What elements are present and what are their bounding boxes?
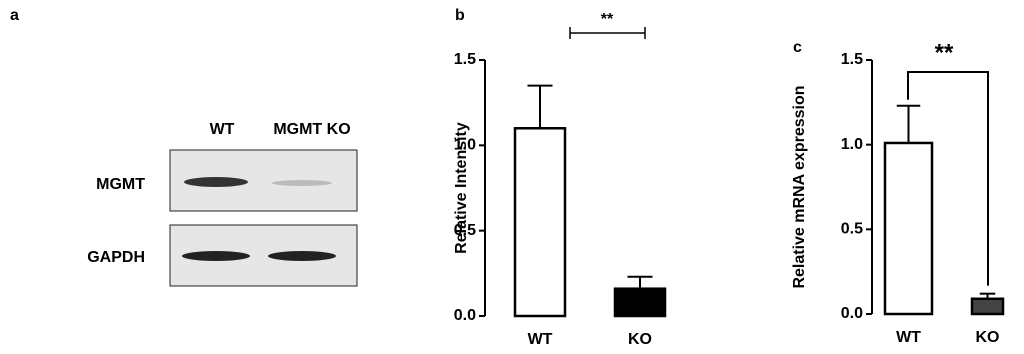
y-tick-label: 0.5 <box>841 221 863 238</box>
y-tick-label: 1.0 <box>454 137 476 154</box>
blot-band <box>268 251 336 261</box>
x-tick-label: WT <box>528 331 553 348</box>
y-tick-label: 0.5 <box>454 222 476 239</box>
y-tick-label: 1.5 <box>454 51 476 68</box>
blot-column: MGMT KO <box>273 121 350 138</box>
bar <box>972 299 1003 314</box>
panel-label: a <box>10 7 19 24</box>
significance-bracket <box>570 27 645 39</box>
figure: a WT MGMT KO MGMT GAPDH bRelative Intens… <box>0 0 1024 354</box>
significance: ** <box>935 39 954 66</box>
bar <box>615 289 665 316</box>
x-tick-label: KO <box>976 329 1000 346</box>
y-tick-label: 0.0 <box>841 305 863 322</box>
x-tick-label: WT <box>896 329 921 346</box>
blot-row: MGMT <box>96 176 145 193</box>
y-tick-label: 1.5 <box>841 51 863 68</box>
blot-band <box>182 251 250 261</box>
blot-band <box>272 180 332 186</box>
y-tick-label: 1.0 <box>841 136 863 153</box>
bar <box>885 143 932 314</box>
y-tick-label: 0.0 <box>454 307 476 324</box>
panel-label: b <box>455 7 465 24</box>
x-tick-label: KO <box>628 331 652 348</box>
blot-band <box>184 177 248 187</box>
panel-label: c <box>793 39 802 56</box>
blot-row: GAPDH <box>87 249 145 266</box>
y-axis-label: Relative mRNA expression <box>791 85 808 288</box>
bar <box>515 128 565 316</box>
blot-column: WT <box>210 121 235 138</box>
significance: ** <box>601 11 614 28</box>
